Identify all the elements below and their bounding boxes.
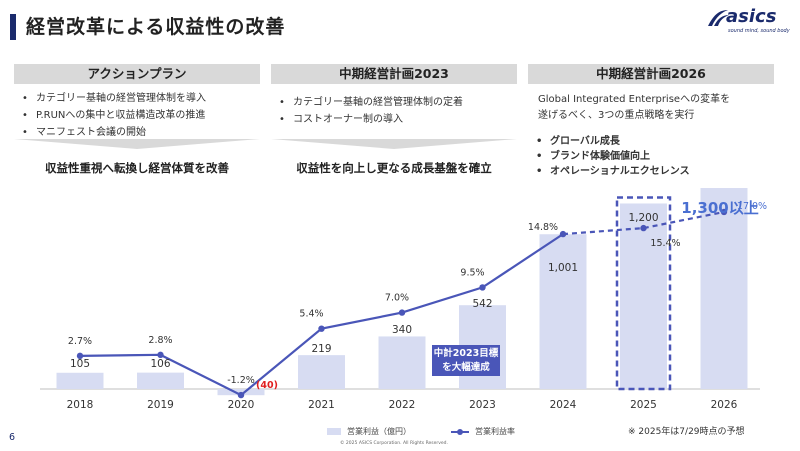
mtp2026-strategy: グローバル成長: [528, 134, 774, 149]
margin-label-2025: 15.4%: [650, 238, 680, 249]
margin-point-2021: [318, 325, 325, 332]
mtp2023-summary: 収益性を向上し更なる成長基盤を確立: [296, 161, 492, 175]
margin-line-forecast: [562, 210, 725, 236]
margin-point-2023: [479, 284, 486, 291]
legend-bar-swatch: [327, 428, 341, 435]
margin-label-2020: -1.2%: [227, 375, 255, 386]
axis-label-2026: 2026: [711, 399, 738, 411]
axis-label-2024: 2024: [550, 399, 577, 411]
mtp2026-strategy: ブランド体験価値向上: [528, 149, 774, 164]
bar-label-2020: (40): [256, 380, 278, 391]
margin-point-2022: [398, 309, 406, 316]
forecast-highlight-box: [615, 196, 672, 391]
margin-point-2019: [157, 351, 164, 359]
chart-legend: 営業利益（億円） 営業利益率: [327, 426, 515, 437]
asics-stripes-icon: [708, 10, 729, 26]
margin-label-2018: 2.7%: [68, 336, 92, 347]
margin-label-2024: 14.8%: [528, 222, 558, 233]
page-number: 6: [9, 432, 16, 443]
mtp2023-heading: 中期経営計画2023: [271, 64, 517, 84]
bar-2025: [620, 203, 667, 389]
bar-label-2022: 340: [392, 324, 412, 336]
logo-tagline: sound mind, sound body: [728, 28, 790, 34]
asics-logo: asics sound mind, sound body: [706, 6, 792, 38]
axis-label-2020: 2020: [228, 399, 255, 411]
margin-point-2018: [76, 352, 84, 360]
axis-label-2022: 2022: [389, 399, 416, 411]
mtp2026-heading: 中期経営計画2026: [528, 64, 774, 84]
mtp2023-column: 中期経営計画2023 カテゴリー基軸の経営管理体制の定着 コストオーナー制の導入: [271, 64, 517, 128]
action-plan-bullet: P.RUNへの集中と収益構造改革の推進: [14, 107, 260, 124]
legend-line-label: 営業利益率: [475, 427, 515, 436]
bar-label-2026: 1,300以上: [681, 199, 758, 217]
page-title: 経営改革による収益性の改善: [26, 16, 286, 38]
mtp2023-bullet: カテゴリー基軸の経営管理体制の定着: [271, 94, 517, 111]
mtp2023-chevron: [271, 139, 517, 149]
bar-label-2019: 106: [150, 358, 170, 370]
legend-line-swatch: [451, 428, 469, 435]
mtp2026-column: 中期経営計画2026 Global Integrated Enterpriseへ…: [528, 64, 774, 179]
bar-label-2024: 1,001: [548, 262, 578, 274]
bar-2024: [539, 234, 587, 389]
action-plan-bullet: カテゴリー基軸の経営管理体制を導入: [14, 90, 260, 107]
mtp2026-body-line1: Global Integrated Enterpriseへの変革を: [538, 94, 731, 105]
forecast-footnote: ※ 2025年は7/29時点の予想: [628, 427, 745, 437]
target-achieved-callout: 中計2023目標 を大幅達成: [432, 345, 500, 376]
bar-2022: [378, 336, 426, 389]
mtp2026-body-line2: 遂げるべく、3つの重点戦略を実行: [538, 110, 695, 121]
logo-wordmark: asics: [726, 6, 777, 27]
axis-label-2018: 2018: [67, 399, 94, 411]
action-plan-summary: 収益性重視へ転換し経営体質を改善: [45, 161, 229, 175]
margin-label-2022: 7.0%: [385, 293, 409, 304]
title-accent-bar: [10, 14, 16, 40]
bar-label-2023: 542: [472, 298, 492, 310]
callout-line1: 中計2023目標: [433, 348, 499, 359]
legend-bar-label: 営業利益（億円）: [347, 427, 411, 436]
axis-label-2019: 2019: [147, 399, 174, 411]
axis-label-2025: 2025: [630, 399, 657, 411]
bar-2026: [700, 188, 748, 389]
action-plan-bullet: マニフェスト会議の開始: [14, 124, 260, 141]
mtp2023-bullet: コストオーナー制の導入: [271, 111, 517, 128]
margin-label-2023: 9.5%: [460, 267, 484, 278]
callout-line2: を大幅達成: [442, 361, 490, 373]
action-plan-heading: アクションプラン: [14, 64, 260, 84]
bar-label-2025: 1,200: [628, 212, 658, 224]
action-plan-chevron: [14, 139, 260, 149]
bar-2021: [298, 355, 345, 389]
action-plan-column: アクションプラン カテゴリー基軸の経営管理体制を導入 P.RUNへの集中と収益構…: [14, 64, 260, 141]
axis-label-2023: 2023: [469, 399, 496, 411]
margin-point-2020: [237, 391, 245, 399]
margin-label-2026: 17.0%: [737, 201, 767, 212]
margin-point-2024: [559, 230, 567, 238]
margin-point-2025: [640, 224, 647, 232]
copyright: © 2025 ASICS Corporation. All Rights Res…: [340, 441, 448, 446]
bar-2018: [56, 372, 104, 389]
margin-label-2019: 2.8%: [148, 335, 172, 346]
margin-point-2026: [720, 208, 728, 216]
bar-label-2021: 219: [311, 343, 331, 355]
bar-label-2018: 105: [70, 358, 90, 370]
margin-label-2021: 5.4%: [299, 309, 323, 320]
mtp2026-strategy: オペレーショナルエクセレンス: [528, 164, 774, 179]
bar-2019: [137, 372, 184, 389]
axis-label-2021: 2021: [308, 399, 335, 411]
